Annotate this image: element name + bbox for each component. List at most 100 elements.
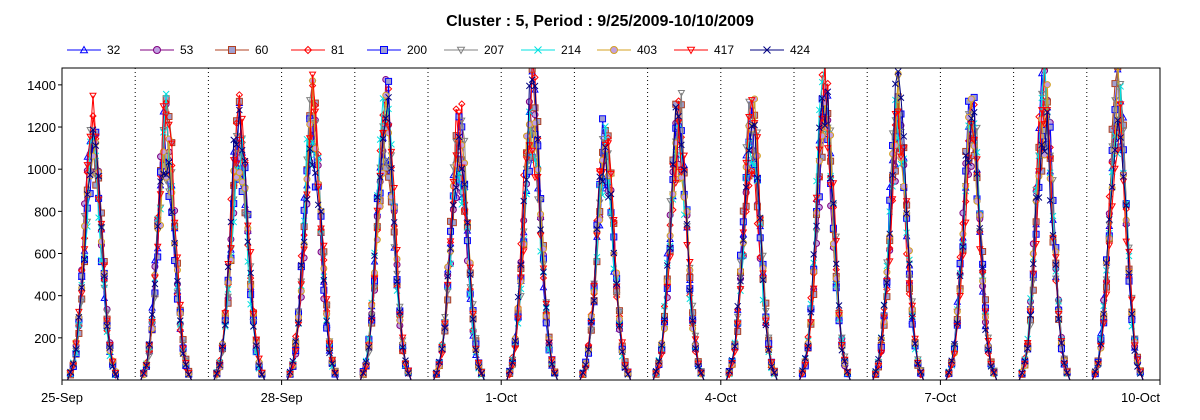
data-point: [970, 108, 978, 116]
data-point: [610, 233, 618, 241]
data-point: [393, 278, 401, 285]
data-point: [221, 310, 230, 318]
data-point: [613, 269, 621, 277]
data-point: [229, 157, 238, 165]
data-point: [990, 369, 998, 376]
data-point: [249, 311, 258, 319]
y-tick-label: 1400: [27, 78, 56, 93]
x-axis: 25-Sep 28-Sep 1-Oct 4-Oct 7-Oct 10-Oct: [41, 380, 1161, 405]
data-point: [889, 171, 896, 179]
legend-label: 32: [107, 43, 121, 57]
data-point: [982, 326, 989, 334]
data-point: [83, 191, 91, 198]
data-point: [311, 108, 320, 116]
data-point: [111, 370, 120, 378]
legend-label: 403: [637, 43, 657, 57]
data-point: [325, 340, 334, 348]
data-point: [1041, 147, 1048, 155]
data-point: [449, 219, 457, 227]
plot-frame: [61, 67, 1161, 381]
data-point: [224, 279, 232, 287]
data-point: [604, 177, 612, 185]
data-point: [1038, 94, 1046, 102]
data-point: [1035, 194, 1043, 201]
legend-item: 81: [291, 43, 345, 57]
data-point: [478, 369, 485, 377]
data-point: [1038, 141, 1046, 149]
data-point: [154, 222, 162, 230]
data-point: [452, 105, 460, 113]
data-point: [387, 148, 396, 156]
data-point: [736, 286, 745, 294]
data-point: [902, 198, 911, 206]
data-point: [526, 82, 533, 90]
data-point: [807, 308, 815, 316]
data-point: [1122, 201, 1130, 209]
data-point: [911, 335, 919, 343]
data-point: [233, 141, 240, 148]
data-point: [212, 370, 221, 378]
data-point: [83, 162, 92, 170]
data-point: [387, 193, 395, 201]
data-point: [618, 348, 626, 356]
data-point: [165, 121, 173, 129]
data-point: [548, 356, 556, 364]
data-point: [404, 370, 412, 377]
data-point: [1052, 277, 1060, 285]
data-point: [289, 357, 297, 365]
data-point: [911, 340, 919, 347]
legend-item: 403: [597, 43, 657, 57]
data-point: [523, 176, 530, 184]
data-point: [1091, 368, 1099, 375]
data-point: [612, 293, 621, 301]
data-point: [258, 371, 266, 378]
data-point: [914, 360, 922, 367]
data-point: [388, 164, 395, 172]
data-point: [1130, 342, 1139, 350]
data-point: [595, 168, 604, 176]
data-point: [328, 360, 336, 368]
data-point: [872, 368, 879, 375]
data-point: [1125, 248, 1133, 256]
data-point: [751, 121, 758, 129]
data-point: [156, 191, 165, 199]
data-point: [694, 362, 702, 370]
data-point: [959, 252, 967, 260]
data-point: [526, 108, 533, 116]
data-point: [1024, 345, 1032, 352]
y-tick-label: 600: [34, 247, 56, 262]
data-point: [235, 91, 244, 99]
data-point: [1023, 339, 1032, 347]
data-point: [669, 160, 677, 168]
data-point: [179, 345, 187, 353]
data-point: [956, 272, 964, 280]
data-point: [89, 126, 97, 134]
data-point: [880, 301, 888, 309]
data-point: [894, 108, 903, 116]
data-point: [548, 360, 556, 368]
data-point: [1136, 370, 1144, 377]
data-point: [185, 371, 193, 378]
data-point: [961, 219, 970, 227]
data-point: [1027, 295, 1034, 302]
data-point: [331, 369, 339, 377]
data-point: [745, 114, 753, 121]
data-point: [89, 112, 97, 120]
data-point: [1120, 173, 1127, 181]
data-point: [545, 339, 553, 347]
data-point: [433, 369, 440, 377]
data-point: [967, 162, 975, 170]
data-point: [844, 368, 851, 376]
data-point: [824, 88, 832, 96]
data-point: [89, 92, 97, 100]
data-point: [1043, 81, 1051, 89]
data-point: [511, 337, 519, 345]
data-point: [162, 111, 171, 119]
data-point: [737, 277, 744, 285]
data-point: [376, 173, 384, 181]
data-point: [381, 158, 390, 166]
y-tick-label: 400: [34, 289, 56, 304]
data-point: [449, 201, 457, 209]
data-point: [590, 297, 598, 305]
data-point: [72, 346, 80, 353]
